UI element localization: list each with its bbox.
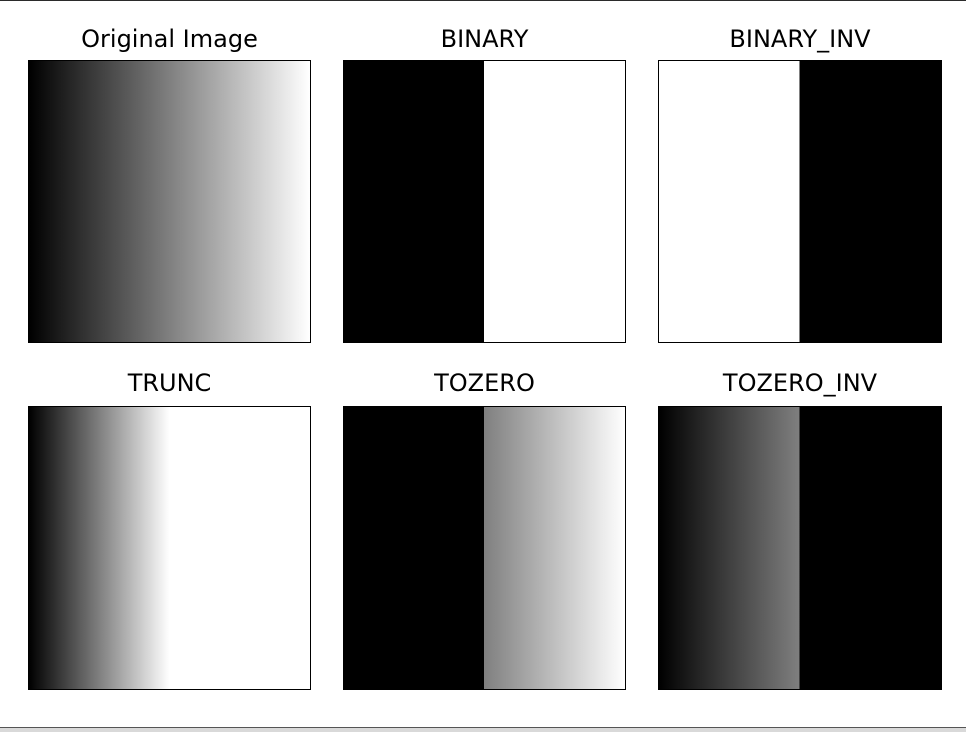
panel-title: BINARY	[440, 25, 529, 53]
tozero-inv-image	[658, 406, 942, 690]
threshold-image	[344, 407, 625, 689]
window-bottom-border	[0, 727, 966, 732]
panel-title: TOZERO_INV	[722, 369, 878, 397]
panel-binary-inv: BINARY_INV	[658, 21, 942, 343]
trunc-pixels	[29, 407, 310, 689]
panel-title: TOZERO	[434, 369, 535, 397]
panel-tozero: TOZERO	[343, 367, 626, 690]
tozero-image	[343, 406, 626, 690]
binary-inv-image	[658, 60, 942, 343]
panel-tozero-inv: TOZERO_INV	[658, 367, 942, 690]
trunc-image	[28, 406, 311, 690]
threshold-image	[659, 407, 941, 689]
binary_inv-pixels	[659, 61, 941, 342]
tozero-pixels	[344, 407, 625, 689]
panel-trunc: TRUNC	[28, 367, 311, 690]
original-image	[28, 60, 311, 343]
panel-title: Original Image	[81, 25, 258, 53]
binary-image	[343, 60, 626, 343]
threshold-image	[344, 61, 625, 342]
threshold-image	[659, 61, 941, 342]
panel-original-image: Original Image	[28, 21, 311, 343]
gradient-image	[29, 61, 310, 342]
panel-title: TRUNC	[127, 369, 212, 397]
panel-binary: BINARY	[343, 21, 626, 343]
binary-pixels	[344, 61, 625, 342]
panel-title: BINARY_INV	[729, 25, 871, 53]
original-pixels	[29, 61, 310, 342]
tozero_inv-pixels	[659, 407, 941, 689]
threshold-image	[29, 407, 310, 689]
